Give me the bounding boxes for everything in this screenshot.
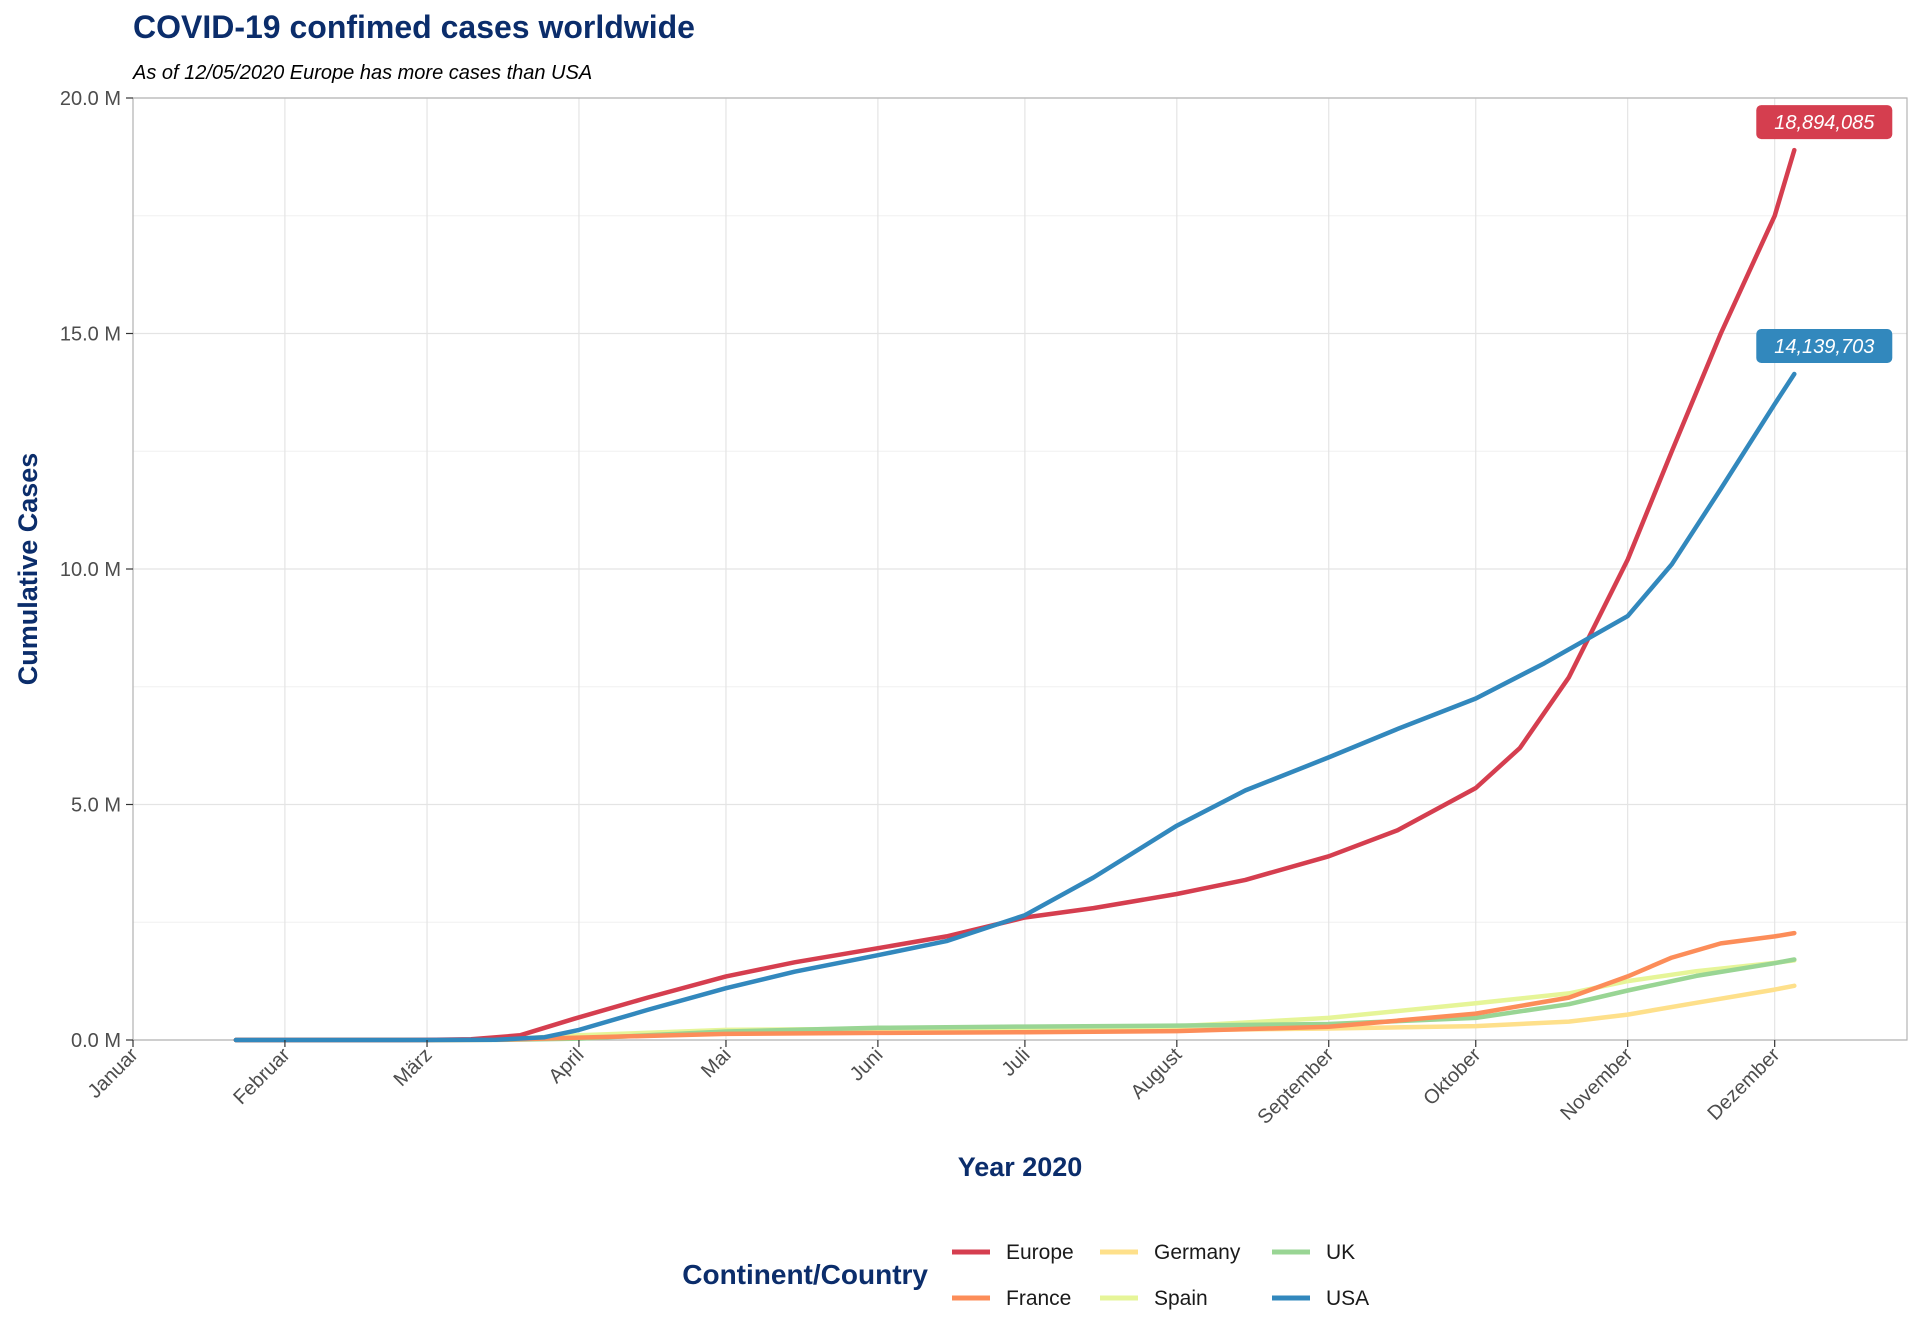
grid-lines: [132, 97, 1907, 1041]
x-tick-label: August: [1127, 1044, 1187, 1104]
x-tick-label: September: [1254, 1044, 1339, 1129]
x-axis-ticks: Januar Februar März April Mai Juni Juli August S…: [84, 1040, 1784, 1129]
legend-label-europe: Europe: [1006, 1241, 1074, 1264]
end-label-europe: 18,894,085: [1774, 112, 1875, 134]
x-tick-label: Juli: [998, 1044, 1035, 1081]
legend-label-uk: UK: [1326, 1241, 1355, 1264]
chart-title: COVID-19 confimed cases worldwide: [133, 9, 695, 45]
x-tick-label: Juni: [846, 1044, 888, 1086]
y-tick-label: 20.0 M: [60, 88, 121, 110]
end-label-box-europe: [1756, 105, 1893, 140]
x-tick-label: November: [1556, 1044, 1637, 1125]
end-label-box-usa: [1756, 329, 1893, 364]
x-axis-title: Year 2020: [958, 1152, 1083, 1182]
legend: Europe France Germany Spain UK USA: [952, 1241, 1369, 1310]
series-line-europe: [233, 147, 1797, 1043]
x-tick-label: Januar: [84, 1044, 143, 1103]
x-tick-label: Mai: [697, 1044, 735, 1082]
legend-label-france: France: [1006, 1287, 1071, 1310]
legend-label-usa: USA: [1326, 1287, 1369, 1310]
legend-label-spain: Spain: [1154, 1287, 1208, 1310]
x-tick-label: Dezember: [1703, 1044, 1784, 1125]
end-label-usa: 14,139,703: [1774, 336, 1874, 358]
end-labels: 18,894,085 14,139,703: [1756, 105, 1893, 364]
y-tick-label: 0.0 M: [71, 1030, 121, 1052]
legend-title: Continent/Country: [682, 1259, 928, 1290]
y-axis-title: Cumulative Cases: [13, 453, 43, 686]
y-tick-label: 10.0 M: [60, 559, 121, 581]
series-line-usa: [233, 371, 1797, 1043]
x-tick-label: März: [390, 1044, 437, 1091]
y-tick-label: 15.0 M: [60, 324, 121, 346]
series-lines: [233, 147, 1797, 1043]
x-tick-label: April: [545, 1044, 589, 1088]
chart-subtitle: As of 12/05/2020 Europe has more cases t…: [132, 62, 592, 84]
x-tick-label: Oktober: [1419, 1044, 1485, 1110]
legend-label-germany: Germany: [1154, 1241, 1241, 1264]
y-tick-label: 5.0 M: [71, 795, 121, 817]
x-tick-label: Februar: [229, 1044, 294, 1109]
y-axis-ticks: 0.0 M 5.0 M 10.0 M 15.0 M 20.0 M: [60, 88, 133, 1052]
